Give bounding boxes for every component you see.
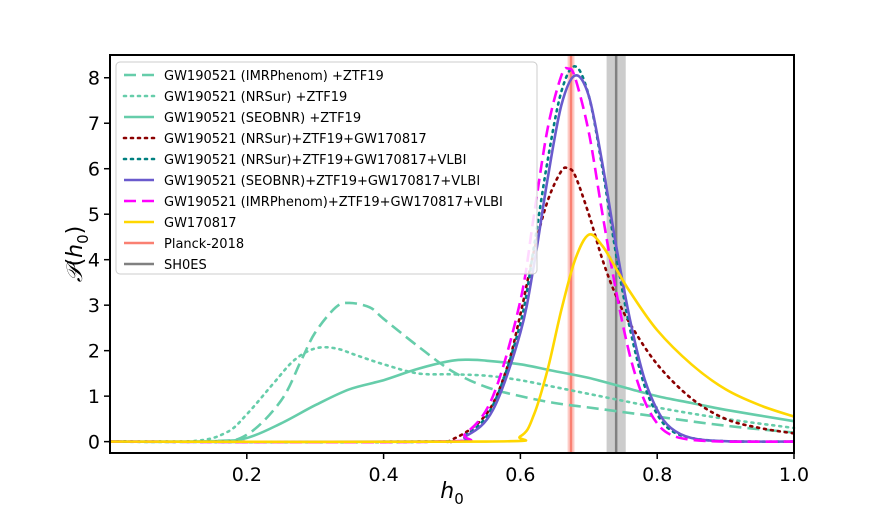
y-tick-label: 2 <box>88 341 100 363</box>
series-line-3 <box>109 358 795 443</box>
series-line-8 <box>109 233 795 444</box>
x-tick-label: 0.4 <box>368 464 398 486</box>
legend-label: GW190521 (SEOBNR)+ZTF19+GW170817+VLBI <box>164 174 480 189</box>
legend-box <box>115 61 538 275</box>
y-tick-label: 5 <box>88 204 100 226</box>
series-lines <box>108 65 796 444</box>
y-tick-label: 1 <box>88 386 100 408</box>
legend-label: GW190521 (NRSur) +ZTF19 <box>164 90 347 105</box>
y-axis-ticks: 0 1 2 3 4 5 6 7 8 <box>88 68 110 454</box>
y-tick-label: 6 <box>88 159 100 181</box>
x-tick-label: 0.8 <box>642 464 672 486</box>
x-tick-label: 0.6 <box>505 464 535 486</box>
y-tick-label: 0 <box>88 432 100 454</box>
legend: GW190521 (IMRPhenom) +ZTF19 GW190521 (NRS… <box>115 61 538 275</box>
x-axis-label-sub: 0 <box>454 490 464 508</box>
legend-label: GW190521 (IMRPhenom) +ZTF19 <box>164 69 384 84</box>
x-tick-label: 1.0 <box>779 464 809 486</box>
legend-label: GW170817 <box>164 216 237 231</box>
legend-label: SH0ES <box>164 258 207 273</box>
y-axis-label: 𝒫(h0) <box>63 226 92 283</box>
x-axis-label: h0 <box>440 479 464 508</box>
plot-frame <box>109 54 795 454</box>
y-tick-label: 8 <box>88 68 100 90</box>
series-line-7 <box>109 66 795 444</box>
y-tick-label: 3 <box>88 295 100 317</box>
series-line-4 <box>108 166 796 444</box>
x-axis-ticks: 0.2 0.4 0.6 0.8 1.0 <box>232 453 809 486</box>
legend-label: GW190521 (NRSur)+ZTF19+GW170817 <box>164 132 427 147</box>
series-line-2 <box>108 345 796 444</box>
y-tick-label: 7 <box>88 113 100 135</box>
legend-label: GW190521 (IMRPhenom)+ZTF19+GW170817+VLBI <box>164 195 503 210</box>
series-line-1 <box>109 301 795 444</box>
y-tick-label: 4 <box>88 250 100 272</box>
legend-label: Planck-2018 <box>164 237 244 252</box>
legend-label: GW190521 (SEOBNR) +ZTF19 <box>164 111 361 126</box>
x-tick-label: 0.2 <box>232 464 262 486</box>
legend-label: GW190521 (NRSur)+ZTF19+GW170817+VLBI <box>164 153 466 168</box>
